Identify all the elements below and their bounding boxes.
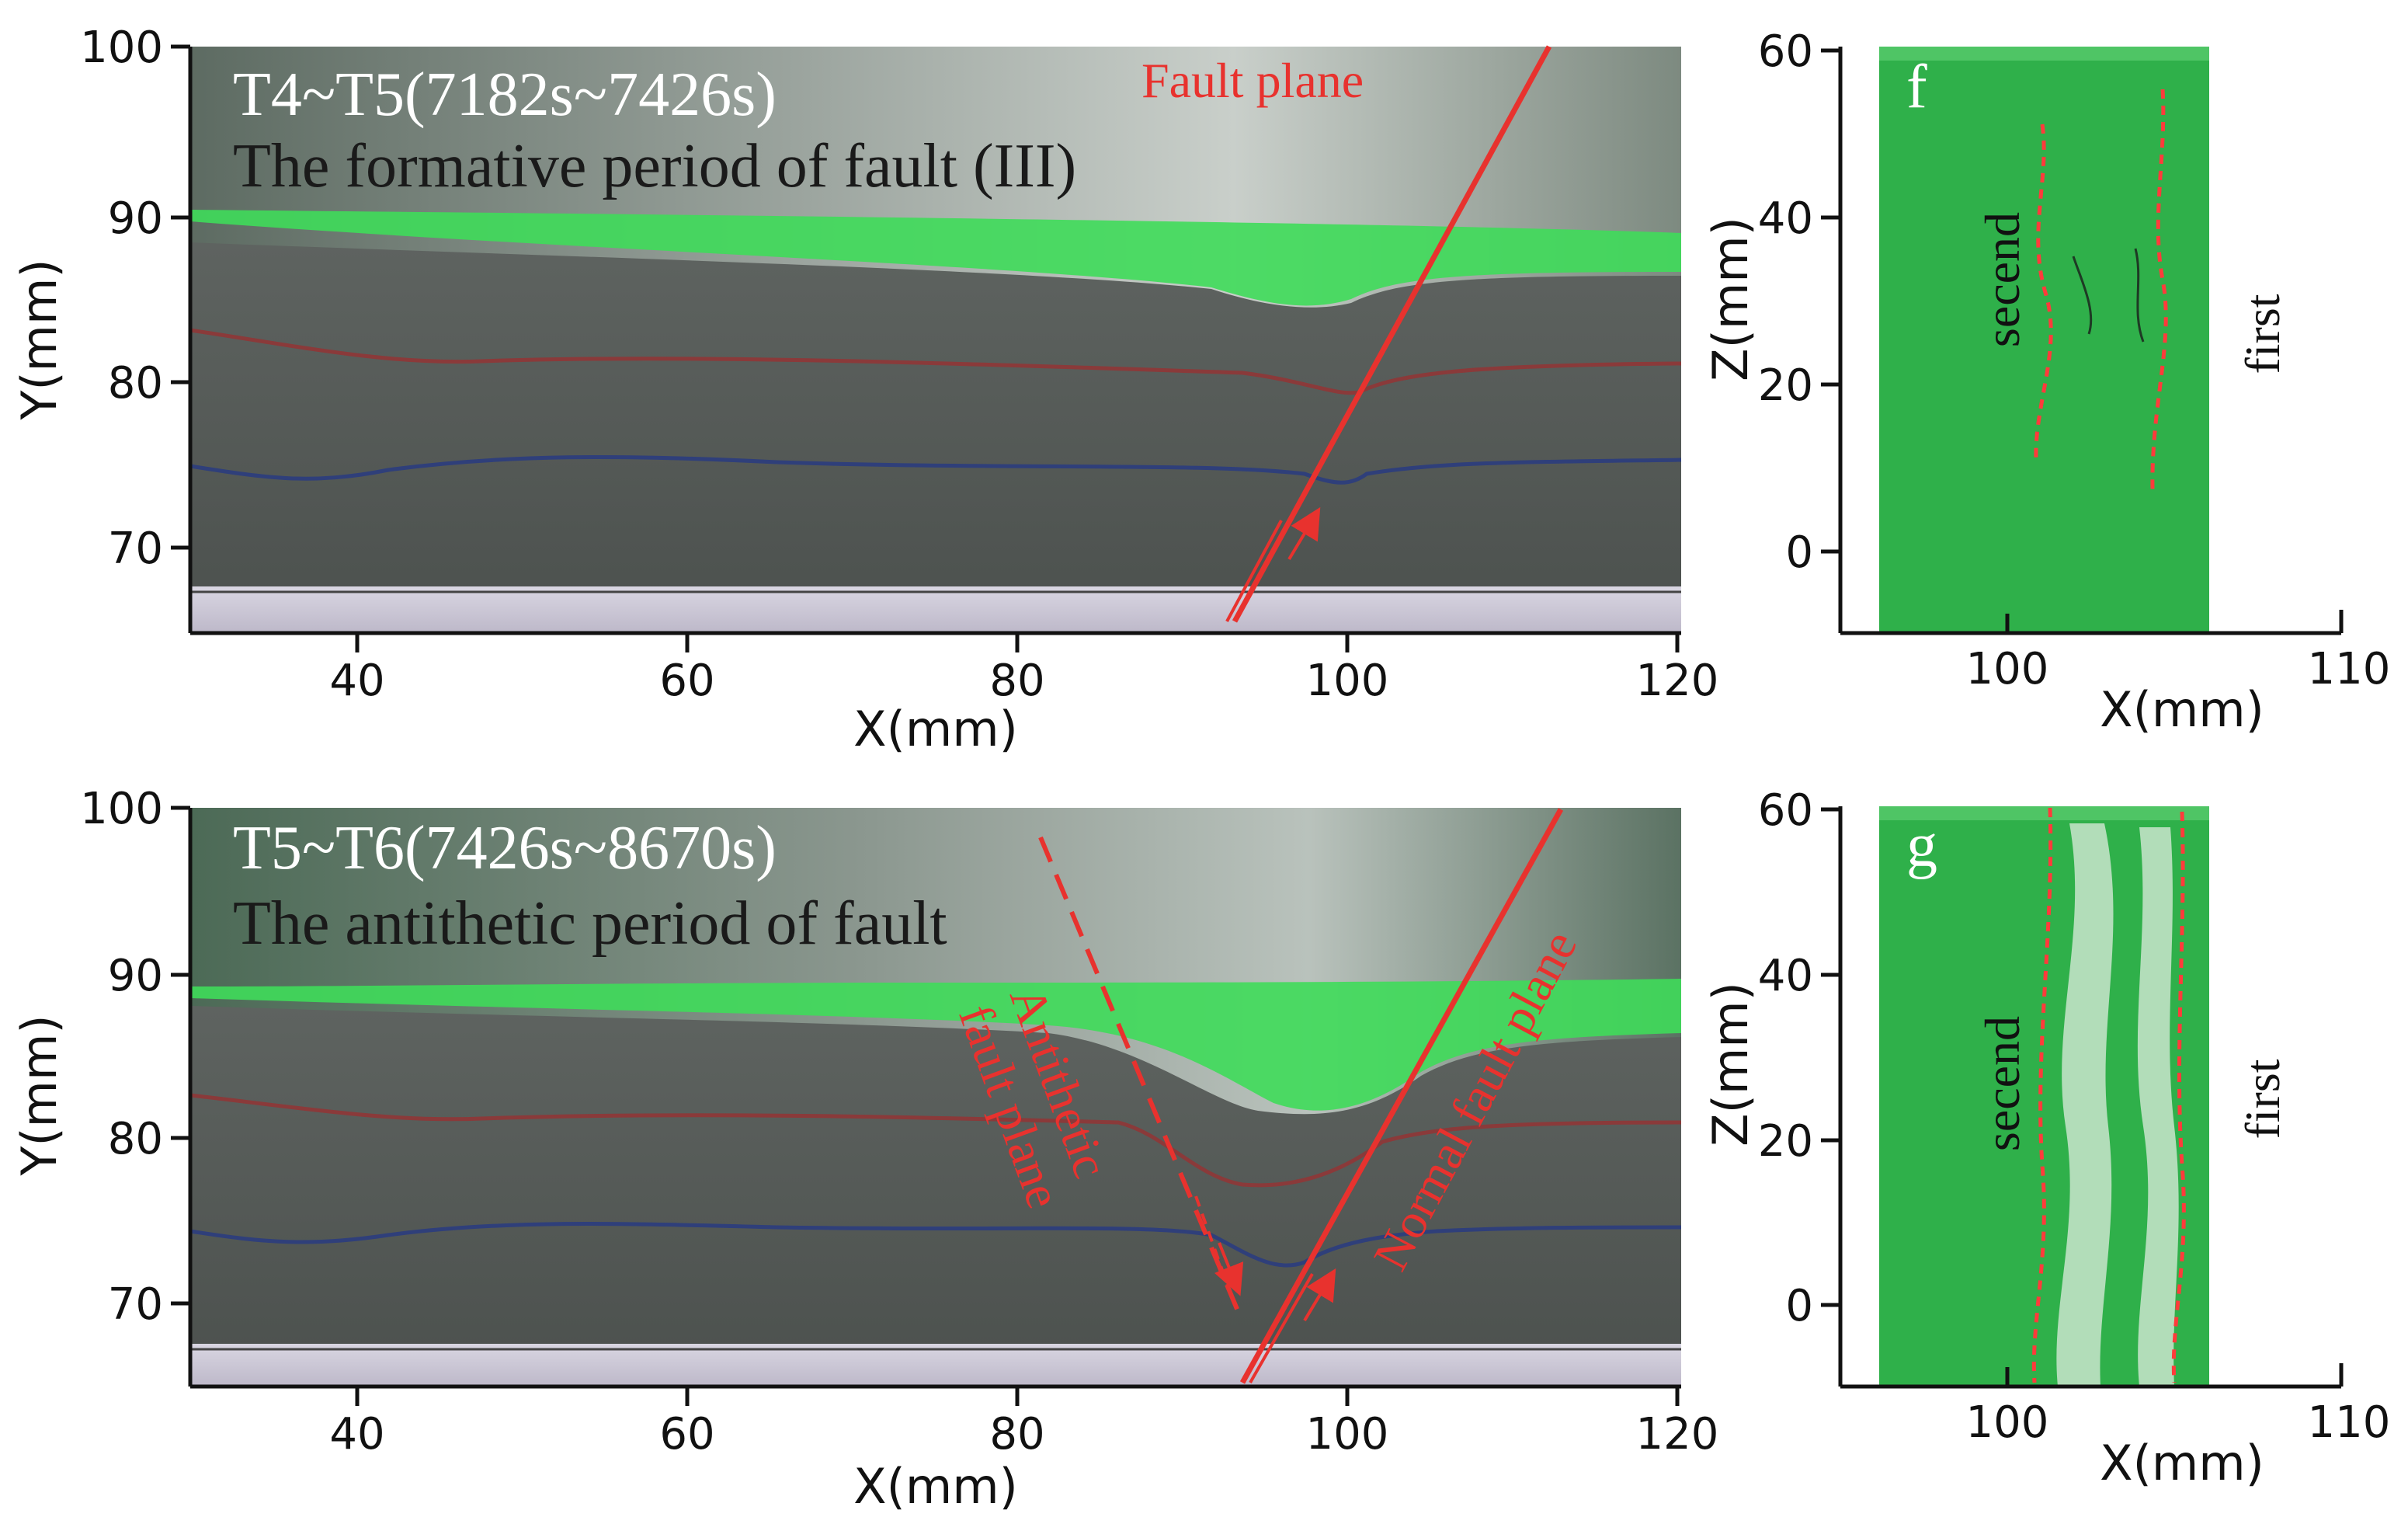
bottom-y-tick-80: 80: [108, 1114, 163, 1164]
bottom-y-axis-label: Y(mm): [11, 1014, 68, 1176]
top-x-tick-120: 120: [1636, 656, 1719, 706]
top-axes: [171, 44, 1681, 652]
panel-f-right-label: first: [2235, 294, 2290, 374]
bottom-x-tick-100: 100: [1306, 1409, 1389, 1460]
panel-f-z-axis-label: Z(mm): [1702, 217, 1759, 381]
panel-f-axes: [1821, 47, 2344, 635]
panel-g-right-label: first: [2235, 1059, 2290, 1139]
bottom-y-tick-90: 90: [108, 951, 163, 1001]
top-x-tick-80: 80: [989, 656, 1044, 706]
panel-g-x-tick-110: 110: [2308, 1397, 2391, 1448]
bottom-photo: [189, 808, 1682, 1387]
bottom-description-label: The antithetic period of fault: [233, 889, 947, 958]
panel-f: f secend first 60 40 20 0 100 110 X(mm) …: [1702, 26, 2390, 738]
bottom-y-tick-100: 100: [80, 784, 163, 834]
bottom-x-tick-40: 40: [329, 1409, 384, 1460]
panel-f-z-tick-20: 20: [1758, 360, 1813, 411]
top-y-tick-100: 100: [80, 23, 163, 73]
bottom-x-tick-60: 60: [659, 1409, 714, 1460]
top-x-tick-100: 100: [1306, 656, 1389, 706]
top-x-axis-label: X(mm): [853, 701, 1018, 757]
bottom-x-axis-label: X(mm): [853, 1458, 1018, 1515]
top-x-tick-40: 40: [329, 656, 384, 706]
panel-g: g secend first 60 40 20 0 100 110 X(mm) …: [1702, 785, 2390, 1491]
panel-f-x-axis-label: X(mm): [2100, 681, 2264, 738]
top-y-tick-80: 80: [108, 358, 163, 409]
panel-f-z-tick-0: 0: [1785, 527, 1813, 578]
panel-g-x-tick-100: 100: [1966, 1397, 2049, 1448]
top-y-tick-90: 90: [108, 193, 163, 244]
panel-f-green-surface: [1879, 47, 2209, 633]
panel-f-left-label: secend: [1975, 212, 2030, 347]
panel-g-axes: [1821, 806, 2344, 1389]
bottom-y-tick-70: 70: [108, 1279, 163, 1330]
top-photo: [189, 47, 1682, 633]
top-time-label: T4~T5(7182s~7426s): [233, 61, 777, 129]
panel-g-letter: g: [1906, 812, 1937, 880]
top-fault-plane-label: Fault plane: [1141, 53, 1364, 108]
panel-f-z-tick-40: 40: [1758, 193, 1813, 244]
panel-f-letter: f: [1906, 53, 1927, 121]
top-fault-plane-line: [1232, 45, 1552, 623]
top-description-label: The formative period of fault (III): [233, 132, 1076, 200]
panel-g-z-tick-0: 0: [1785, 1281, 1813, 1331]
panel-g-x-axis-label: X(mm): [2100, 1435, 2264, 1491]
bottom-time-label: T5~T6(7426s~8670s): [233, 814, 777, 882]
panel-f-x-tick-100: 100: [1966, 644, 2049, 694]
panel-f-z-tick-60: 60: [1758, 26, 1813, 77]
panel-g-z-axis-label: Z(mm): [1702, 982, 1759, 1147]
panel-f-x-tick-110: 110: [2308, 644, 2391, 694]
bottom-x-tick-80: 80: [989, 1409, 1044, 1460]
panel-g-z-tick-60: 60: [1758, 785, 1813, 836]
panel-g-left-label: secend: [1975, 1016, 2030, 1151]
top-y-tick-70: 70: [108, 524, 163, 574]
bottom-x-tick-120: 120: [1636, 1409, 1719, 1460]
top-x-tick-60: 60: [659, 656, 714, 706]
bottom-normal-fault-line: [1239, 808, 1564, 1384]
panel-g-z-tick-20: 20: [1758, 1116, 1813, 1167]
panel-g-z-tick-40: 40: [1758, 951, 1813, 1001]
bottom-antithetic-fault-line: [1038, 836, 1241, 1314]
top-section: T4~T5(7182s~7426s) The formative period …: [11, 23, 1718, 757]
top-y-axis-label: Y(mm): [11, 259, 68, 420]
bottom-section: T5~T6(7426s~8670s) The antithetic period…: [11, 784, 1718, 1515]
bottom-axes: [171, 806, 1681, 1406]
